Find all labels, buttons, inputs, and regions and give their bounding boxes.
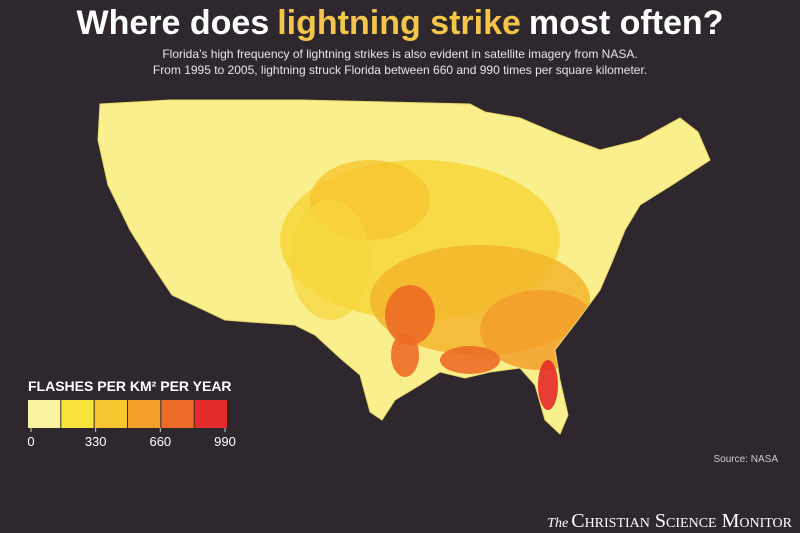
brand: The Christian Science Monitor [547,510,792,533]
subtitle-line: From 1995 to 2005, lightning struck Flor… [152,63,648,77]
density-blob [538,360,558,410]
title: Where does lightning strike most often? [0,4,800,43]
brand-prefix: The [547,516,569,531]
density-blob [290,200,370,320]
subtitle-line: Florida’s high frequency of lightning st… [162,47,638,61]
title-highlight: lightning strike [277,4,521,42]
density-blob [385,285,435,345]
brand-name: Christian Science Monitor [571,510,792,532]
legend-title: FLASHES PER KM² PER YEAR [28,378,232,394]
title-part: most often? [528,4,724,42]
density-blob [440,346,500,374]
density-blob [391,333,419,377]
subtitle: Florida’s high frequency of lightning st… [0,46,800,78]
source: Source: NASA [713,454,778,465]
title-part: Where does [76,4,270,42]
